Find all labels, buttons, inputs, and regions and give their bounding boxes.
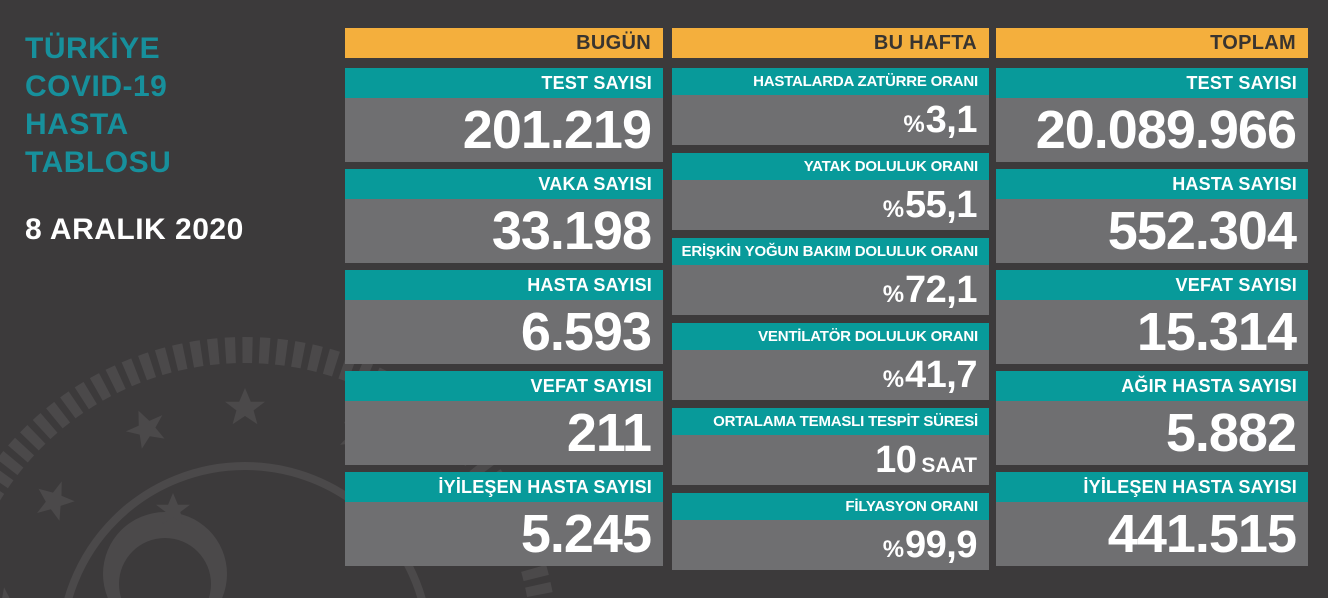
percent-prefix: %	[882, 281, 905, 308]
column-header: BU HAFTA	[672, 28, 989, 58]
stat-value: %3,1	[672, 95, 989, 145]
stat-label: VENTİLATÖR DOLULUK ORANI	[672, 323, 989, 350]
stat-value: 211	[345, 401, 663, 465]
stat-value: %41,7	[672, 350, 989, 400]
stat-card: İYİLEŞEN HASTA SAYISI 441.515	[996, 472, 1308, 566]
stat-value: 441.515	[996, 502, 1308, 566]
report-date: 8 ARALIK 2020	[25, 213, 244, 246]
stat-value: 10 SAAT	[672, 435, 989, 485]
stat-number: 55,1	[905, 184, 977, 226]
stat-value: 5.882	[996, 401, 1308, 465]
stat-card: HASTALARDA ZATÜRRE ORANI %3,1	[672, 68, 989, 145]
stat-card: VENTİLATÖR DOLULUK ORANI %41,7	[672, 323, 989, 400]
stat-value: 6.593	[345, 300, 663, 364]
stat-label: ERİŞKİN YOĞUN BAKIM DOLULUK ORANI	[672, 238, 989, 265]
stat-label: ORTALAMA TEMASLI TESPİT SÜRESİ	[672, 408, 989, 435]
unit-suffix: SAAT	[921, 454, 977, 477]
stat-label: TEST SAYISI	[996, 68, 1308, 98]
page-title-line: TÜRKİYE	[25, 32, 161, 65]
stat-label: HASTA SAYISI	[345, 270, 663, 300]
column-header: TOPLAM	[996, 28, 1308, 58]
ministry-of-health-emblem-icon	[0, 337, 554, 598]
stat-card: HASTA SAYISI 552.304	[996, 169, 1308, 263]
stat-label: YATAK DOLULUK ORANI	[672, 153, 989, 180]
page-title-line: TABLOSU	[25, 146, 172, 179]
page-title-line: COVID-19	[25, 70, 168, 103]
stat-number: 99,9	[905, 524, 977, 566]
crescent-icon	[103, 493, 227, 598]
column-toplam: TOPLAM TEST SAYISI 20.089.966 HASTA SAYI…	[996, 28, 1308, 573]
stat-number: 41,7	[905, 354, 977, 396]
stat-card: ORTALAMA TEMASLI TESPİT SÜRESİ 10 SAAT	[672, 408, 989, 485]
stat-card: İYİLEŞEN HASTA SAYISI 5.245	[345, 472, 663, 566]
stat-value: 201.219	[345, 98, 663, 162]
page-title: TÜRKİYE COVID-19 HASTA TABLOSU	[25, 30, 171, 182]
stat-label: TEST SAYISI	[345, 68, 663, 98]
stat-card: VAKA SAYISI 33.198	[345, 169, 663, 263]
stat-card: AĞIR HASTA SAYISI 5.882	[996, 371, 1308, 465]
stat-number: 72,1	[905, 269, 977, 311]
percent-prefix: %	[882, 536, 905, 563]
column-bugun: BUGÜN TEST SAYISI 201.219 VAKA SAYISI 33…	[345, 28, 663, 573]
stat-card: ERİŞKİN YOĞUN BAKIM DOLULUK ORANI %72,1	[672, 238, 989, 315]
stat-value: 33.198	[345, 199, 663, 263]
stat-value: %72,1	[672, 265, 989, 315]
page-title-line: HASTA	[25, 108, 129, 141]
stat-value: %55,1	[672, 180, 989, 230]
stat-label: İYİLEŞEN HASTA SAYISI	[345, 472, 663, 502]
stat-number: 3,1	[925, 99, 978, 141]
stat-value: %99,9	[672, 520, 989, 570]
stat-value: 552.304	[996, 199, 1308, 263]
stat-label: HASTA SAYISI	[996, 169, 1308, 199]
stat-label: VEFAT SAYISI	[345, 371, 663, 401]
stat-number: 10	[875, 439, 917, 481]
stat-card: TEST SAYISI 201.219	[345, 68, 663, 162]
column-bu-hafta: BU HAFTA HASTALARDA ZATÜRRE ORANI %3,1 Y…	[672, 28, 989, 578]
stat-card: FİLYASYON ORANI %99,9	[672, 493, 989, 570]
stat-value: 15.314	[996, 300, 1308, 364]
column-header: BUGÜN	[345, 28, 663, 58]
stat-card: YATAK DOLULUK ORANI %55,1	[672, 153, 989, 230]
stat-label: FİLYASYON ORANI	[672, 493, 989, 520]
stat-value: 5.245	[345, 502, 663, 566]
stat-label: HASTALARDA ZATÜRRE ORANI	[672, 68, 989, 95]
stat-value: 20.089.966	[996, 98, 1308, 162]
stat-card: HASTA SAYISI 6.593	[345, 270, 663, 364]
stat-card: TEST SAYISI 20.089.966	[996, 68, 1308, 162]
stat-label: VAKA SAYISI	[345, 169, 663, 199]
percent-prefix: %	[882, 196, 905, 223]
percent-prefix: %	[903, 111, 925, 138]
stat-label: VEFAT SAYISI	[996, 270, 1308, 300]
stat-card: VEFAT SAYISI 15.314	[996, 270, 1308, 364]
percent-prefix: %	[882, 366, 905, 393]
stat-card: VEFAT SAYISI 211	[345, 371, 663, 465]
stat-label: İYİLEŞEN HASTA SAYISI	[996, 472, 1308, 502]
stat-label: AĞIR HASTA SAYISI	[996, 371, 1308, 401]
